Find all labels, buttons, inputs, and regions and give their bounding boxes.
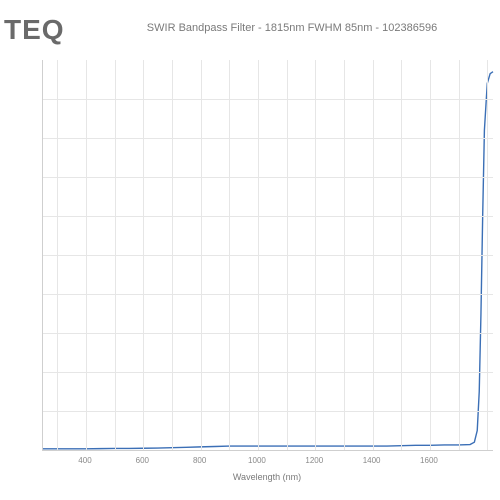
gridline-h [43, 411, 493, 412]
x-tick-label: 800 [193, 456, 206, 465]
gridline-h [43, 99, 493, 100]
x-tick-label: 1400 [363, 456, 381, 465]
gridline-h [43, 372, 493, 373]
x-tick-label: 1200 [305, 456, 323, 465]
plot-area [42, 60, 493, 451]
x-tick-label: 1000 [248, 456, 266, 465]
chart-container: TEQ SWIR Bandpass Filter - 1815nm FWHM 8… [0, 0, 500, 500]
x-tick-label: 600 [136, 456, 149, 465]
x-axis-label: Wavelength (nm) [233, 472, 301, 482]
series-path [43, 72, 493, 449]
gridline-h [43, 138, 493, 139]
x-tick-label: 1600 [420, 456, 438, 465]
gridline-h [43, 177, 493, 178]
gridline-h [43, 294, 493, 295]
brand-logo: TEQ [4, 14, 65, 46]
x-tick-label: 400 [78, 456, 91, 465]
gridline-h [43, 216, 493, 217]
gridline-h [43, 333, 493, 334]
gridline-h [43, 255, 493, 256]
chart-title: SWIR Bandpass Filter - 1815nm FWHM 85nm … [92, 22, 492, 34]
